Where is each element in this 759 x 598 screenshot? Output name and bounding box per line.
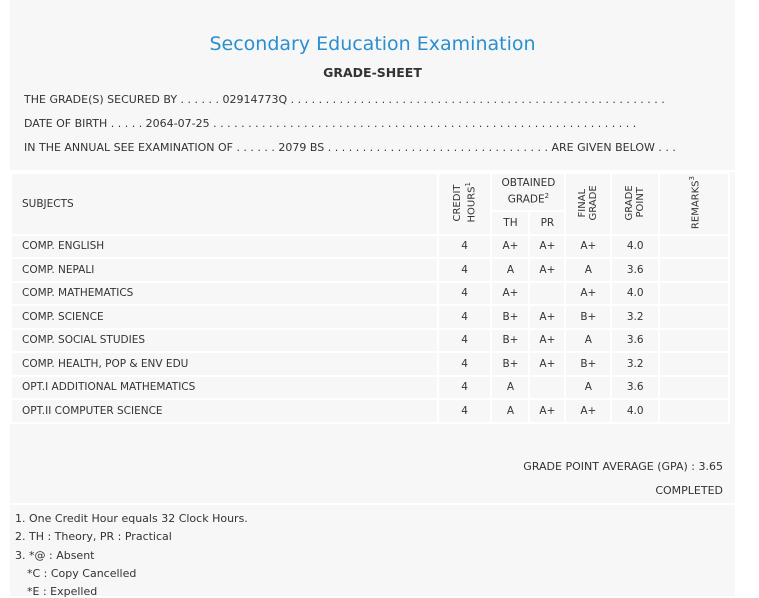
grade-cell: B+ (564, 351, 613, 377)
table-row: COMP. HEALTH, POP & ENV EDU 4 B+ A+ B+ 3.2 (10, 351, 730, 377)
grade-cell: A+ (490, 280, 531, 306)
note-mark: 1 (463, 182, 472, 187)
grade-cell: 4 (436, 280, 493, 306)
subject-cell: COMP. NEPALI (10, 257, 439, 283)
header-text: FINAL GRADE (577, 184, 600, 220)
subject-cell: COMP. SOCIAL STUDIES (10, 327, 439, 353)
grade-cell: A+ (564, 233, 613, 259)
footnote: *E : Expelled (27, 585, 98, 598)
footnote: 2. TH : Theory, PR : Practical (15, 530, 172, 543)
grade-cell: B+ (564, 304, 613, 330)
grade-cell: A (564, 374, 613, 400)
subject-cell: COMP. HEALTH, POP & ENV EDU (10, 351, 439, 377)
info-line: THE GRADE(S) SECURED BY . . . . . . 0291… (24, 93, 665, 106)
grade-cell: 4 (436, 398, 493, 424)
grade-cell: A+ (564, 398, 613, 424)
table-row: COMP. NEPALI 4 A A+ A 3.6 (10, 257, 730, 283)
subject-cell: COMP. MATHEMATICS (10, 280, 439, 306)
header-cell: TH (490, 210, 531, 236)
grade-cell: 3.2 (610, 351, 661, 377)
grade-cell (528, 374, 567, 400)
grade-cell (528, 280, 567, 306)
header-cell: FINAL GRADE (564, 172, 613, 236)
header-text: CREDIT HOURS (451, 183, 478, 223)
grade-cell: A (564, 327, 613, 353)
grade-cell: 4.0 (610, 280, 661, 306)
grade-table: SUBJECTS CREDIT HOURS1 OBTAINED GRADE2 F… (10, 172, 730, 424)
grade-cell (658, 304, 730, 330)
header-text: REMARKS (690, 180, 702, 229)
status: COMPLETED (655, 484, 723, 497)
grade-sheet: Secondary Education Examination GRADE-SH… (10, 0, 735, 598)
grade-cell: 3.6 (610, 327, 661, 353)
table-row: COMP. MATHEMATICS 4 A+ A+ 4.0 (10, 280, 730, 306)
subject-cell: OPT.I ADDITIONAL MATHEMATICS (10, 374, 439, 400)
grade-cell: 4 (436, 327, 493, 353)
header-cell: GRADE POINT (610, 172, 661, 236)
table-body: COMP. ENGLISH 4 A+ A+ A+ 4.0 COMP. NEPALI 4 A A+ A… (10, 233, 730, 424)
subject-cell: COMP. SCIENCE (10, 304, 439, 330)
header-cell: OBTAINED GRADE2 (490, 172, 567, 212)
grade-cell (658, 280, 730, 306)
header-cell: PR (528, 210, 567, 236)
grade-cell (658, 233, 730, 259)
header-cell: REMARKS3 (658, 172, 730, 236)
grade-cell: A (564, 257, 613, 283)
grade-cell: 4 (436, 257, 493, 283)
grade-cell: A+ (528, 398, 567, 424)
grade-cell: A+ (528, 233, 567, 259)
grade-cell: B+ (490, 327, 531, 353)
table-row: OPT.II COMPUTER SCIENCE 4 A A+ A+ 4.0 (10, 398, 730, 424)
gpa: GRADE POINT AVERAGE (GPA) : 3.65 (523, 460, 723, 473)
grade-cell: B+ (490, 304, 531, 330)
grade-cell (658, 374, 730, 400)
divider (10, 503, 735, 505)
grade-cell: 4 (436, 351, 493, 377)
footnote: 1. One Credit Hour equals 32 Clock Hours… (15, 512, 248, 525)
grade-cell: 3.6 (610, 257, 661, 283)
header-text: GRADE POINT (624, 184, 647, 220)
subject-cell: COMP. ENGLISH (10, 233, 439, 259)
note-mark: 3 (687, 175, 696, 181)
grade-cell: 4.0 (610, 398, 661, 424)
grade-cell: 4 (436, 374, 493, 400)
table-header: SUBJECTS CREDIT HOURS1 OBTAINED GRADE2 F… (10, 172, 730, 236)
info-line: IN THE ANNUAL SEE EXAMINATION OF . . . .… (24, 141, 676, 154)
divider (10, 170, 735, 172)
title: Secondary Education Examination (209, 33, 536, 55)
grade-cell: A+ (528, 257, 567, 283)
grade-cell: B+ (490, 351, 531, 377)
grade-cell: A+ (528, 327, 567, 353)
grade-cell: A+ (490, 233, 531, 259)
grade-cell (658, 257, 730, 283)
subject-cell: OPT.II COMPUTER SCIENCE (10, 398, 439, 424)
grade-cell: 3.2 (610, 304, 661, 330)
grade-cell: A (490, 398, 531, 424)
table-row: COMP. SCIENCE 4 B+ A+ B+ 3.2 (10, 304, 730, 330)
header-text: OBTAINED GRADE (501, 177, 556, 206)
grade-cell: A (490, 257, 531, 283)
note-mark: 2 (544, 192, 550, 201)
grade-cell (658, 351, 730, 377)
grade-cell (658, 398, 730, 424)
grade-cell: A+ (528, 304, 567, 330)
footnote: 3. *@ : Absent (15, 549, 95, 562)
grade-cell: 4 (436, 304, 493, 330)
subtitle: GRADE-SHEET (323, 65, 422, 80)
footnote: *C : Copy Cancelled (27, 567, 137, 580)
header-cell: CREDIT HOURS1 (436, 172, 493, 236)
table-row: OPT.I ADDITIONAL MATHEMATICS 4 A A 3.6 (10, 374, 730, 400)
grade-cell: 4.0 (610, 233, 661, 259)
grade-cell (658, 327, 730, 353)
table-row: COMP. SOCIAL STUDIES 4 B+ A+ A 3.6 (10, 327, 730, 353)
grade-cell: A+ (564, 280, 613, 306)
grade-cell: 4 (436, 233, 493, 259)
grade-cell: A (490, 374, 531, 400)
table-row: COMP. ENGLISH 4 A+ A+ A+ 4.0 (10, 233, 730, 259)
info-line: DATE OF BIRTH . . . . . 2064-07-25 . . .… (24, 117, 637, 130)
grade-cell: 3.6 (610, 374, 661, 400)
grade-cell: A+ (528, 351, 567, 377)
header-cell: SUBJECTS (10, 172, 439, 236)
